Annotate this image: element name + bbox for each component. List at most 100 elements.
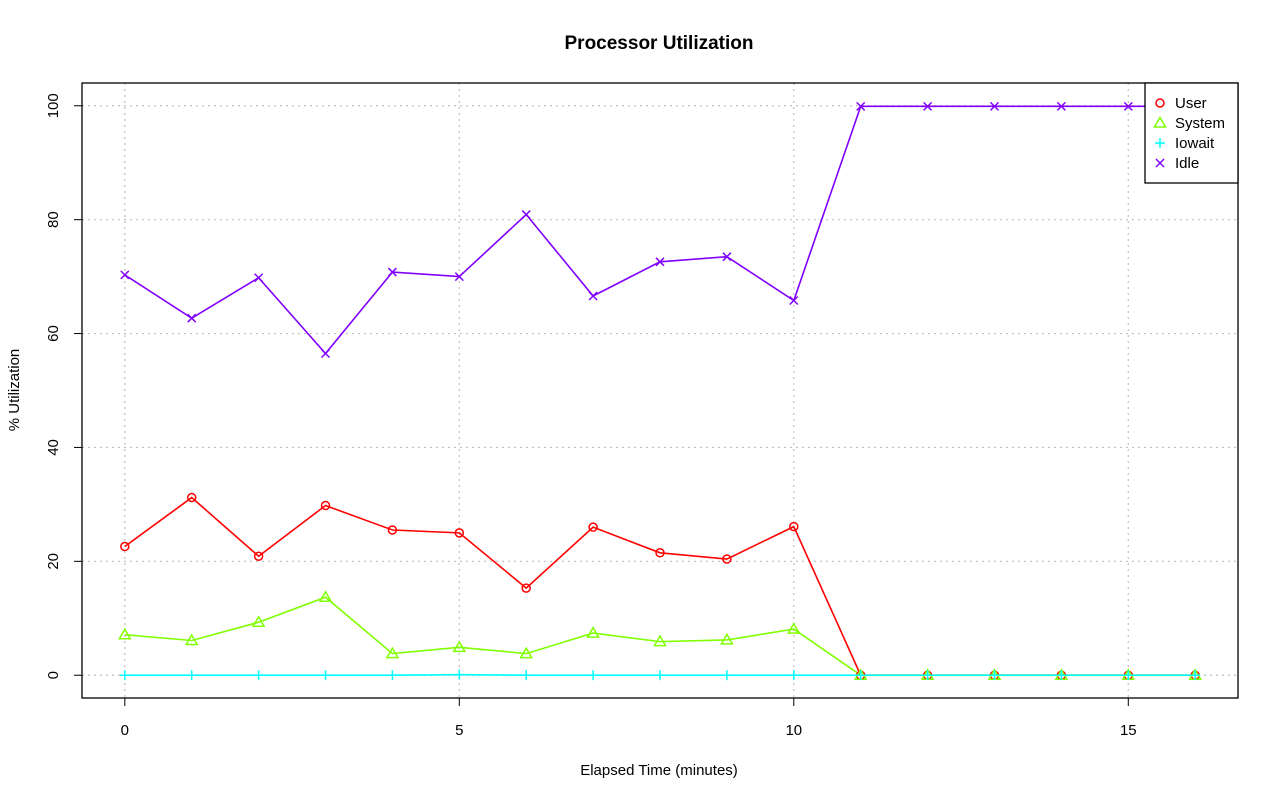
data-point-user bbox=[588, 522, 598, 532]
y-axis: 0 20 40 60 80 100 bbox=[45, 93, 82, 679]
data-point-system bbox=[452, 640, 467, 653]
legend: User System Iowait Idle bbox=[1144, 82, 1239, 184]
x-axis: 0 5 10 15 bbox=[121, 697, 1137, 739]
data-point-iowait bbox=[320, 670, 331, 681]
cross-b bbox=[387, 267, 397, 277]
data-point-system bbox=[653, 634, 667, 647]
data-point-idle bbox=[722, 252, 732, 262]
cross-b bbox=[989, 101, 1000, 111]
y-axis-label: % Utilization bbox=[6, 349, 23, 432]
data-point-idle bbox=[254, 273, 264, 283]
data-point-user bbox=[120, 541, 130, 552]
data-point-iowait bbox=[1190, 670, 1201, 681]
x-tick-label: 10 bbox=[785, 722, 802, 739]
cross-b bbox=[521, 210, 531, 220]
data-point-iowait bbox=[1056, 670, 1067, 681]
data-point-idle bbox=[387, 267, 397, 277]
legend-label-idle: Idle bbox=[1175, 155, 1199, 172]
data-point-iowait bbox=[855, 670, 866, 681]
data-point-idle bbox=[789, 295, 799, 306]
x-axis-label: Elapsed Time (minutes) bbox=[580, 762, 738, 779]
legend-marker-system bbox=[1153, 116, 1167, 128]
data-point-system bbox=[519, 646, 534, 659]
cross-b bbox=[1155, 158, 1165, 168]
y-tick-label: 40 bbox=[45, 439, 62, 456]
cross-b bbox=[655, 257, 665, 267]
data-point-user bbox=[186, 492, 197, 503]
data-point-idle bbox=[923, 101, 933, 111]
cross-b bbox=[1123, 101, 1133, 111]
data-point-iowait bbox=[588, 670, 599, 681]
data-point-user bbox=[320, 500, 331, 511]
x-tick-label: 5 bbox=[455, 722, 463, 739]
data-point-idle bbox=[588, 291, 598, 301]
data-point-idle bbox=[120, 270, 130, 280]
cross-b bbox=[856, 101, 866, 111]
data-point-idle bbox=[187, 313, 197, 323]
cross-b bbox=[789, 295, 799, 306]
data-point-iowait bbox=[721, 670, 732, 681]
legend-label-system: System bbox=[1175, 115, 1225, 132]
data-point-idle bbox=[989, 101, 1000, 111]
data-point-system bbox=[184, 633, 199, 646]
legend-marker-idle bbox=[1155, 158, 1165, 168]
data-point-iowait bbox=[387, 670, 398, 681]
cross-b bbox=[254, 273, 264, 283]
data-point-iowait bbox=[655, 670, 665, 681]
cross-b bbox=[923, 101, 933, 111]
cross-b bbox=[1056, 101, 1066, 111]
data-point-iowait bbox=[922, 670, 933, 681]
cross-b bbox=[722, 252, 732, 262]
y-tick-label: 60 bbox=[45, 325, 62, 342]
data-point-system bbox=[251, 615, 266, 628]
data-point-idle bbox=[521, 210, 531, 220]
series-markers bbox=[118, 101, 1202, 681]
data-point-system bbox=[318, 590, 333, 602]
data-point-iowait bbox=[521, 670, 532, 681]
x-tick-label: 0 bbox=[121, 722, 129, 739]
data-point-iowait bbox=[454, 669, 465, 680]
legend-marker-user bbox=[1155, 98, 1165, 108]
data-point-idle bbox=[1123, 101, 1133, 111]
cross-b bbox=[320, 348, 331, 359]
data-point-user bbox=[253, 551, 264, 561]
data-point-iowait bbox=[253, 670, 264, 681]
data-point-idle bbox=[320, 348, 331, 359]
legend-label-user: User bbox=[1175, 95, 1207, 112]
chart-title: Processor Utilization bbox=[565, 33, 754, 54]
data-point-iowait bbox=[989, 670, 1000, 681]
cross-b bbox=[120, 270, 130, 280]
data-point-user bbox=[722, 554, 732, 564]
data-point-idle bbox=[454, 272, 464, 282]
y-tick-label: 20 bbox=[45, 553, 62, 570]
y-tick-label: 80 bbox=[45, 211, 62, 228]
data-point-idle bbox=[655, 257, 665, 267]
data-point-idle bbox=[856, 101, 866, 111]
data-point-user bbox=[789, 521, 799, 532]
data-point-system bbox=[720, 632, 734, 645]
cross-b bbox=[588, 291, 598, 301]
x-tick-label: 15 bbox=[1120, 722, 1137, 739]
data-point-iowait bbox=[788, 670, 799, 681]
data-point-idle bbox=[1056, 101, 1066, 111]
data-point-user bbox=[655, 548, 665, 558]
cross-b bbox=[187, 313, 197, 323]
y-tick-label: 0 bbox=[45, 671, 62, 679]
data-point-system bbox=[118, 627, 132, 640]
cross-b bbox=[454, 272, 464, 282]
data-point-user bbox=[454, 528, 465, 538]
data-point-system bbox=[385, 646, 400, 659]
data-point-iowait bbox=[186, 670, 197, 681]
data-point-system bbox=[786, 622, 801, 634]
data-point-iowait bbox=[119, 670, 130, 681]
data-point-user bbox=[387, 525, 398, 535]
data-point-system bbox=[586, 626, 600, 638]
legend-marker-iowait bbox=[1155, 138, 1165, 148]
data-point-user bbox=[521, 583, 531, 593]
data-point-iowait bbox=[1123, 670, 1134, 681]
y-tick-label: 100 bbox=[45, 93, 62, 118]
legend-label-iowait: Iowait bbox=[1175, 135, 1215, 152]
